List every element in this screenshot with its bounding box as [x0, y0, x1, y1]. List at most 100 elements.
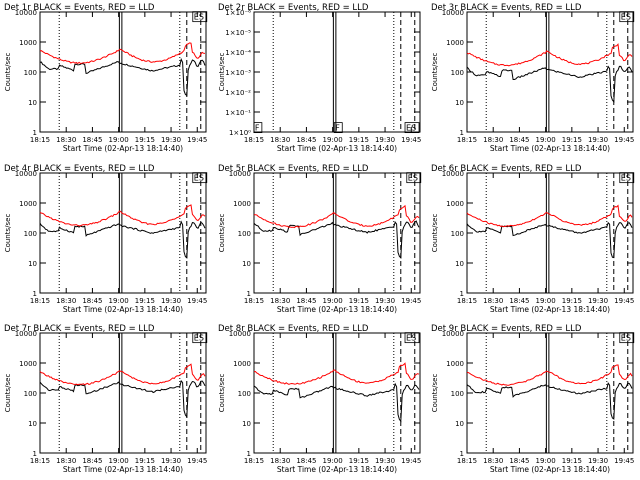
panel-4-xlabel: Start Time (02-Apr-13 18:14:40): [63, 305, 183, 314]
panel-3-xtick-label: 18:30: [483, 136, 503, 144]
panel-6-xtick-label: 18:30: [483, 297, 503, 305]
panel-8-ytick-label: 1: [247, 450, 251, 458]
panel-2-ytick-label: 1×10⁻⁴: [225, 49, 251, 57]
panel-9-title: Det 9r BLACK = Events, RED = LLD: [431, 324, 582, 334]
panel-6-xtick-label: 19:30: [588, 297, 608, 305]
panel-6-xtick-label: 18:45: [509, 297, 529, 305]
panel-3-xtick-label: 19:00: [536, 136, 556, 144]
panel-6-ytick-label: 1: [460, 290, 464, 298]
panel-6-ytick-label: 100: [451, 230, 464, 238]
panel-3-ytick-label: 1: [460, 129, 464, 137]
panel-3-ytick-label: 10000: [442, 9, 464, 17]
panel-1-ytick-label: 10: [28, 99, 37, 107]
panel-6-xtick-label: 19:15: [562, 297, 582, 305]
panel-4-title: Det 4r BLACK = Events, RED = LLD: [4, 164, 155, 174]
panel-8-xtick-label: 19:00: [323, 457, 343, 465]
panel-9-series-lld: [466, 364, 633, 386]
panel-5-xlabel: Start Time (02-Apr-13 18:14:40): [277, 305, 397, 314]
panel-5-ylabel: Counts/sec: [218, 214, 226, 253]
panel-6-series-events: [466, 221, 633, 259]
panel-4-xtick-label: 18:45: [82, 297, 102, 305]
panel-2-xtick-label: 18:15: [244, 136, 264, 144]
panel-9-frame: [466, 332, 634, 454]
panel-5-series-events: [253, 220, 420, 260]
panel-4-ytick-label: 10: [28, 260, 37, 268]
panel-2-ytick-label: 1×10⁰: [229, 129, 251, 137]
panel-1-annotation-box: [192, 11, 208, 23]
panel-2-frame: [253, 11, 421, 133]
panel-7-ylabel: Counts/sec: [4, 374, 12, 413]
panel-3-ytick-label: 10: [455, 99, 464, 107]
panel-9-xtick-label: 19:45: [614, 457, 634, 465]
panel-7-ytick-label: 10000: [15, 330, 37, 338]
panel-3-series-lld: [466, 43, 633, 67]
panel-5-annotation: ES: [408, 174, 418, 183]
panel-7-annotation-box: [192, 332, 208, 344]
panel-8-annotation: ES: [406, 334, 416, 343]
panel-2-xtick-label: 19:30: [375, 136, 395, 144]
panel-8-ytick-label: 10: [242, 420, 251, 428]
panel-3-xtick-label: 19:30: [588, 136, 608, 144]
panel-8-xtick-label: 19:30: [375, 457, 395, 465]
panel-8-xtick-label: 18:45: [296, 457, 316, 465]
panel-2-annotation-box: [333, 122, 343, 134]
panel-1-ytick-label: 1000: [19, 39, 37, 47]
panel-8-xtick-label: 19:15: [349, 457, 369, 465]
panel-2-annotation: F: [255, 124, 260, 133]
panel-9-annotation: ES: [621, 334, 631, 343]
panel-7-xtick-label: 18:45: [82, 457, 102, 465]
panel-9-ytick-label: 1000: [446, 360, 464, 368]
panel-5-xtick-label: 18:45: [296, 297, 316, 305]
panel-8-xtick-label: 19:45: [401, 457, 421, 465]
panel-9-xtick-label: 18:15: [457, 457, 477, 465]
panel-1-series-lld: [39, 42, 206, 65]
panel-1-xtick-label: 18:15: [30, 136, 50, 144]
panel-2-xtick-label: 18:30: [270, 136, 290, 144]
panel-5-ytick-label: 10: [242, 260, 251, 268]
panel-1-xtick-label: 19:45: [187, 136, 207, 144]
panel-2-ytick-label: 1×10⁻⁵: [225, 29, 251, 37]
panel-5-ytick-label: 1: [247, 290, 251, 298]
panel-6-frame: [466, 172, 634, 294]
panel-7-ytick-label: 10: [28, 420, 37, 428]
panel-1-xtick-label: 18:30: [56, 136, 76, 144]
panel-1-xtick-label: 18:45: [82, 136, 102, 144]
panel-3-frame: [466, 11, 634, 133]
panel-5-frame: [253, 172, 421, 294]
panel-2-annotation-box: [253, 122, 263, 134]
panel-4-ytick-label: 1: [33, 290, 37, 298]
panel-7-series-lld: [39, 363, 206, 386]
panel-8-xtick-label: 18:30: [270, 457, 290, 465]
panel-5-xtick-label: 18:30: [270, 297, 290, 305]
panel-1-xtick-label: 19:30: [161, 136, 181, 144]
panel-2-ytick-label: 1×10⁻¹: [225, 109, 251, 117]
panel-3-title: Det 3r BLACK = Events, RED = LLD: [431, 3, 582, 13]
panel-1-title: Det 1r BLACK = Events, RED = LLD: [4, 3, 155, 13]
panel-4-annotation: ES: [194, 174, 204, 183]
panel-3-xlabel: Start Time (02-Apr-13 18:14:40): [490, 144, 610, 153]
panel-7-xtick-label: 19:45: [187, 457, 207, 465]
panel-9-ytick-label: 10: [455, 420, 464, 428]
panel-8-ytick-label: 100: [238, 390, 251, 398]
panel-8-xtick-label: 18:15: [244, 457, 264, 465]
panel-1-annotation: ES: [194, 13, 204, 22]
panel-5-ytick-label: 10000: [229, 170, 251, 178]
panel-3-xtick-label: 18:15: [457, 136, 477, 144]
panel-3-ylabel: Counts/sec: [431, 53, 439, 92]
panel-1-frame: [39, 11, 207, 133]
panel-9-ylabel: Counts/sec: [431, 374, 439, 413]
panel-7-xtick-label: 19:00: [109, 457, 129, 465]
panel-6-ylabel: Counts/sec: [431, 214, 439, 253]
panel-1-xtick-label: 19:15: [135, 136, 155, 144]
panel-9-ytick-label: 10000: [442, 330, 464, 338]
panel-5-ytick-label: 100: [238, 230, 251, 238]
panel-8-annotation-box: [404, 332, 420, 344]
panel-6-xlabel: Start Time (02-Apr-13 18:14:40): [490, 305, 610, 314]
panel-4-xtick-label: 19:00: [109, 297, 129, 305]
panel-8-ytick-label: 1000: [233, 360, 251, 368]
panel-8-title: Det 8r BLACK = Events, RED = LLD: [218, 324, 369, 334]
panel-6-annotation-box: [619, 172, 635, 184]
panel-3-series-events: [466, 65, 633, 104]
panel-7-series-events: [39, 379, 206, 419]
